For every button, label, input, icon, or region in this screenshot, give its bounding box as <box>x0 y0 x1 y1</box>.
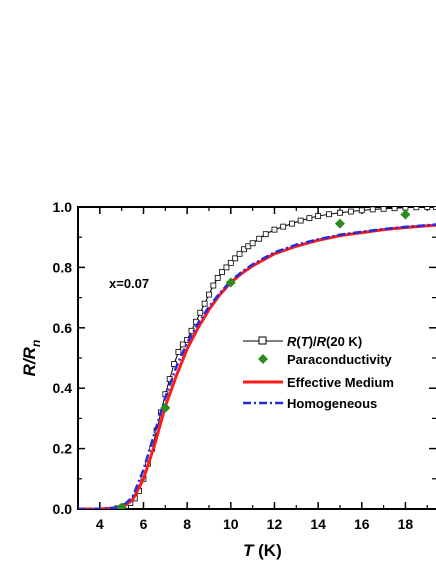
rt-ratio-point <box>413 207 420 211</box>
legend-label-effective-medium: Effective Medium <box>287 375 394 390</box>
rt-ratio-point <box>271 226 278 233</box>
legend-marker-diamond <box>258 354 268 364</box>
rt-ratio-point <box>306 215 313 222</box>
legend-item-paraconductivity: Paraconductivity <box>258 352 393 367</box>
rt-ratio-point <box>289 220 295 227</box>
legend-item-effective-medium: Effective Medium <box>243 375 394 390</box>
rt-ratio-point <box>358 207 365 214</box>
rt-ratio-point <box>210 282 217 289</box>
rt-ratio-point <box>262 231 269 238</box>
axis-ticks: 4 6 8 10 12 14 16 18 0.0 0.2 0.4 0.6 0.8 1.0 <box>53 199 436 532</box>
x-tick-label: 16 <box>354 516 370 532</box>
rt-ratio-point <box>219 269 225 275</box>
rt-ratio-point <box>249 240 256 247</box>
y-axis-title: R/Rn <box>20 340 43 377</box>
y-tick-label: 0.2 <box>53 441 73 457</box>
series-layer <box>78 207 436 509</box>
legend-label-rt-ratio: R(T)/R(20 K) <box>287 334 362 349</box>
x-tick-label: 4 <box>96 516 104 532</box>
rt-ratio-point <box>402 207 409 211</box>
rt-ratio-point <box>227 259 234 266</box>
y-tick-label: 0.6 <box>53 320 73 336</box>
y-tick-label: 0.4 <box>53 380 73 396</box>
rt-ratio-point <box>256 235 263 242</box>
paraconductivity-point <box>160 402 171 413</box>
legend-item-homogeneous: Homogeneous <box>243 396 377 411</box>
rt-ratio-point <box>369 207 376 213</box>
y-tick-label: 1.0 <box>53 199 73 215</box>
legend-label-paraconductivity: Paraconductivity <box>287 352 393 367</box>
paraconductivity-point <box>400 209 411 220</box>
legend-marker-square <box>258 336 267 345</box>
y-tick-label: 0.8 <box>53 259 73 275</box>
paraconductivity-point <box>116 502 127 509</box>
rt-ratio-point <box>326 211 332 218</box>
x-tick-label: 10 <box>223 516 239 532</box>
rt-ratio-point <box>433 207 436 210</box>
series-effective-medium-line <box>78 223 436 509</box>
x-tick-label: 8 <box>183 516 191 532</box>
rt-ratio-point <box>236 250 243 257</box>
rt-ratio-point <box>245 243 252 250</box>
rt-ratio-point <box>241 246 247 253</box>
paraconductivity-point <box>334 218 345 229</box>
rt-ratio-point <box>214 275 221 281</box>
x-tick-label: 14 <box>310 516 326 532</box>
legend-item-rt-ratio: R(T)/R(20 K) <box>243 334 362 349</box>
rt-ratio-point <box>391 207 398 212</box>
rt-ratio-point <box>206 291 212 298</box>
rt-ratio-point <box>424 207 431 210</box>
rt-ratio-point <box>347 208 354 215</box>
rt-ratio-point <box>280 223 287 230</box>
x-tick-label: 6 <box>140 516 148 532</box>
x-tick-label: 18 <box>398 516 414 532</box>
rt-ratio-point <box>315 213 322 219</box>
rt-ratio-point <box>232 255 239 262</box>
legend-label-homogeneous: Homogeneous <box>287 396 377 411</box>
rt-ratio-point <box>380 207 387 212</box>
x-tick-label: 12 <box>267 516 283 532</box>
y-tick-label: 0.0 <box>53 501 73 517</box>
rt-ratio-point <box>297 217 304 224</box>
legend: R(T)/R(20 K) Paraconductivity Effective … <box>243 334 394 411</box>
rt-ratio-point <box>201 300 208 307</box>
annotation-label: x=0.07 <box>109 276 149 291</box>
x-axis-title: T (K) <box>243 541 282 560</box>
paraconductivity-point <box>225 277 236 288</box>
rt-ratio-point <box>223 264 230 271</box>
rt-ratio-point <box>337 209 343 216</box>
rt-ratio-point <box>175 349 182 355</box>
rt-ratio-point <box>197 309 204 316</box>
